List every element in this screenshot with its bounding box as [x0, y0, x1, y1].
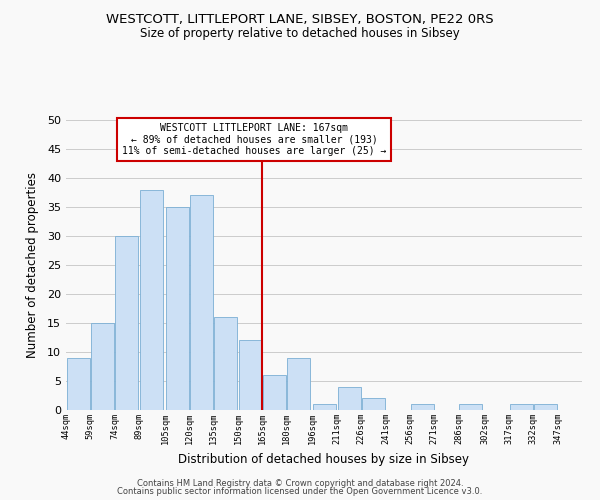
Bar — [91, 323, 114, 410]
Bar — [338, 387, 361, 410]
Bar — [460, 404, 482, 410]
Bar — [166, 207, 188, 410]
Bar — [287, 358, 310, 410]
Bar — [140, 190, 163, 410]
Text: WESTCOTT, LITTLEPORT LANE, SIBSEY, BOSTON, PE22 0RS: WESTCOTT, LITTLEPORT LANE, SIBSEY, BOSTO… — [106, 12, 494, 26]
Bar — [313, 404, 337, 410]
Bar — [190, 196, 213, 410]
Bar — [67, 358, 89, 410]
Bar — [214, 317, 238, 410]
X-axis label: Distribution of detached houses by size in Sibsey: Distribution of detached houses by size … — [179, 452, 470, 466]
Bar — [534, 404, 557, 410]
Bar — [410, 404, 434, 410]
Bar — [509, 404, 533, 410]
Text: Contains public sector information licensed under the Open Government Licence v3: Contains public sector information licen… — [118, 487, 482, 496]
Text: WESTCOTT LITTLEPORT LANE: 167sqm
← 89% of detached houses are smaller (193)
11% : WESTCOTT LITTLEPORT LANE: 167sqm ← 89% o… — [122, 123, 386, 156]
Y-axis label: Number of detached properties: Number of detached properties — [26, 172, 38, 358]
Bar — [362, 398, 385, 410]
Bar — [239, 340, 262, 410]
Text: Contains HM Land Registry data © Crown copyright and database right 2024.: Contains HM Land Registry data © Crown c… — [137, 478, 463, 488]
Bar — [115, 236, 139, 410]
Text: Size of property relative to detached houses in Sibsey: Size of property relative to detached ho… — [140, 28, 460, 40]
Bar — [263, 375, 286, 410]
